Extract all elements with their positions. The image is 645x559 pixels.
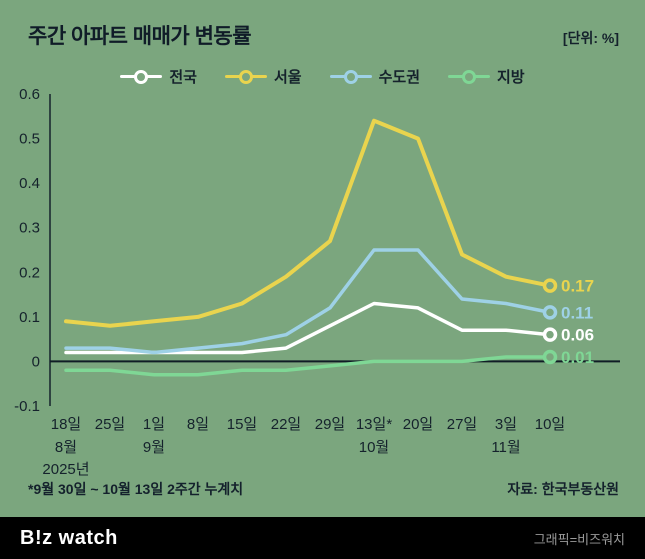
y-tick-label: 0 xyxy=(32,353,40,370)
chart-legend: 전국 서울 수도권 지방 xyxy=(0,66,645,87)
x-tick-label: 20일 xyxy=(403,416,434,433)
legend-marker-icon xyxy=(224,69,267,84)
legend-marker-icon xyxy=(329,69,372,84)
y-tick-label: -0.1 xyxy=(14,398,40,415)
y-tick-label: 0.4 xyxy=(19,175,40,192)
month-label: 8월 xyxy=(55,439,77,456)
series-line-2 xyxy=(64,248,552,355)
footer-bar: B!z watch 그래픽=비즈워치 xyxy=(0,517,645,559)
legend-marker-icon xyxy=(448,69,490,84)
legend-label: 전국 xyxy=(169,69,197,86)
footnote: *9월 30일 ~ 10월 13일 2주간 누계치 xyxy=(28,481,244,497)
legend-item-national: 전국 xyxy=(120,66,197,87)
x-tick-label: 10일 xyxy=(535,416,566,433)
series-end-marker-3 xyxy=(542,349,558,365)
legend-label: 수도권 xyxy=(378,69,420,86)
series-end-label-3: 0.01 xyxy=(561,348,594,367)
year-label: 2025년 xyxy=(42,461,89,478)
x-tick-label: 25일 xyxy=(95,416,126,433)
month-label: 10월 xyxy=(359,439,390,456)
source-label: 자료: 한국부동산원 xyxy=(507,481,619,497)
footnote-row: *9월 30일 ~ 10월 13일 2주간 누계치 자료: 한국부동산원 xyxy=(28,479,619,499)
x-tick-label: 13일* xyxy=(356,416,392,433)
x-tick-label: 22일 xyxy=(271,416,302,433)
y-tick-label: 0.3 xyxy=(19,220,40,237)
legend-item-provinces: 지방 xyxy=(448,66,525,87)
line-chart: 0.6 0.5 0.4 0.3 0.2 0.1 0 -0.1 18일 25일 1일 8일 15일 22일 2… xyxy=(14,86,620,478)
legend-item-metro: 수도권 xyxy=(329,66,420,87)
x-tick-label: 29일 xyxy=(315,416,346,433)
x-tick-label: 8일 xyxy=(187,416,209,433)
y-tick-label: 0.5 xyxy=(19,131,40,148)
graphic-credit: 그래픽=비즈워치 xyxy=(533,531,625,547)
y-tick-label: 0.6 xyxy=(19,86,40,103)
x-tick-label: 18일 xyxy=(51,416,82,433)
unit-label: [단위: %] xyxy=(562,30,619,46)
y-tick-label: 0.2 xyxy=(19,264,40,281)
series-end-label-1: 0.17 xyxy=(561,277,594,296)
x-tick-label: 1일 xyxy=(143,416,165,433)
legend-item-seoul: 서울 xyxy=(224,66,302,87)
month-label: 9월 xyxy=(143,439,165,456)
legend-label: 서울 xyxy=(273,69,302,86)
series-end-marker-1 xyxy=(542,278,558,293)
x-tick-label: 3일 xyxy=(495,416,517,433)
series-end-marker-0 xyxy=(542,327,558,342)
series-line-3 xyxy=(64,355,552,377)
x-tick-label: 27일 xyxy=(447,416,478,433)
series-end-marker-2 xyxy=(542,305,558,320)
chart-header: 주간 아파트 매매가 변동률 [단위: %] xyxy=(28,20,619,50)
page-title: 주간 아파트 매매가 변동률 xyxy=(28,25,252,48)
bizwatch-logo: B!z watch xyxy=(20,526,118,549)
month-label: 11월 xyxy=(491,439,520,456)
x-tick-label: 15일 xyxy=(227,416,258,433)
series-line-0 xyxy=(64,301,552,355)
series-end-label-2: 0.11 xyxy=(561,303,593,322)
y-tick-label: 0.1 xyxy=(19,309,40,326)
series-end-label-0: 0.06 xyxy=(561,326,594,345)
series-line-1 xyxy=(64,118,552,328)
legend-marker-icon xyxy=(120,69,163,84)
legend-label: 지방 xyxy=(497,69,525,86)
